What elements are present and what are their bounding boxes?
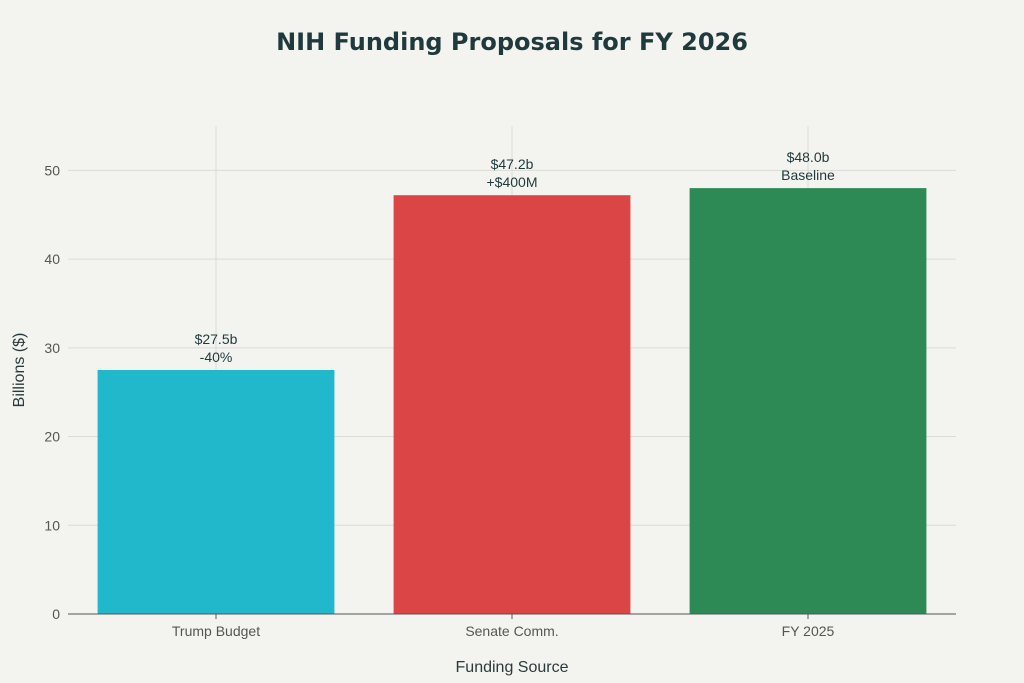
x-tick-label: FY 2025 bbox=[782, 623, 835, 639]
x-tick-label: Senate Comm. bbox=[465, 623, 558, 639]
y-axis-title: Billions ($) bbox=[11, 333, 28, 408]
bar-value-label: $48.0b bbox=[787, 149, 830, 165]
x-axis-title: Funding Source bbox=[456, 659, 569, 676]
chart-title: NIH Funding Proposals for FY 2026 bbox=[276, 28, 748, 56]
bar-annotation-label: Baseline bbox=[781, 167, 835, 183]
bar-value-label: $47.2b bbox=[491, 156, 534, 172]
x-tick-label: Trump Budget bbox=[172, 623, 260, 639]
bar bbox=[689, 188, 927, 615]
y-tick-label: 40 bbox=[44, 251, 60, 267]
bars bbox=[97, 188, 927, 615]
bar-annotation-label: +$400M bbox=[487, 174, 538, 190]
data-labels: $27.5b -40% $47.2b +$400M $48.0b Baseline bbox=[195, 149, 835, 365]
y-tick-label: 20 bbox=[44, 429, 60, 445]
bar bbox=[393, 195, 631, 614]
bar-annotation-label: -40% bbox=[200, 349, 233, 365]
bar-value-label: $27.5b bbox=[195, 331, 238, 347]
axes: 0 10 20 30 40 50 Trump Budget Senate Comm. FY 20… bbox=[44, 162, 956, 639]
y-tick-label: 10 bbox=[44, 517, 60, 533]
y-tick-label: 30 bbox=[44, 340, 60, 356]
y-tick-label: 50 bbox=[44, 162, 60, 178]
bar bbox=[97, 370, 335, 614]
y-tick-label: 0 bbox=[52, 606, 60, 622]
